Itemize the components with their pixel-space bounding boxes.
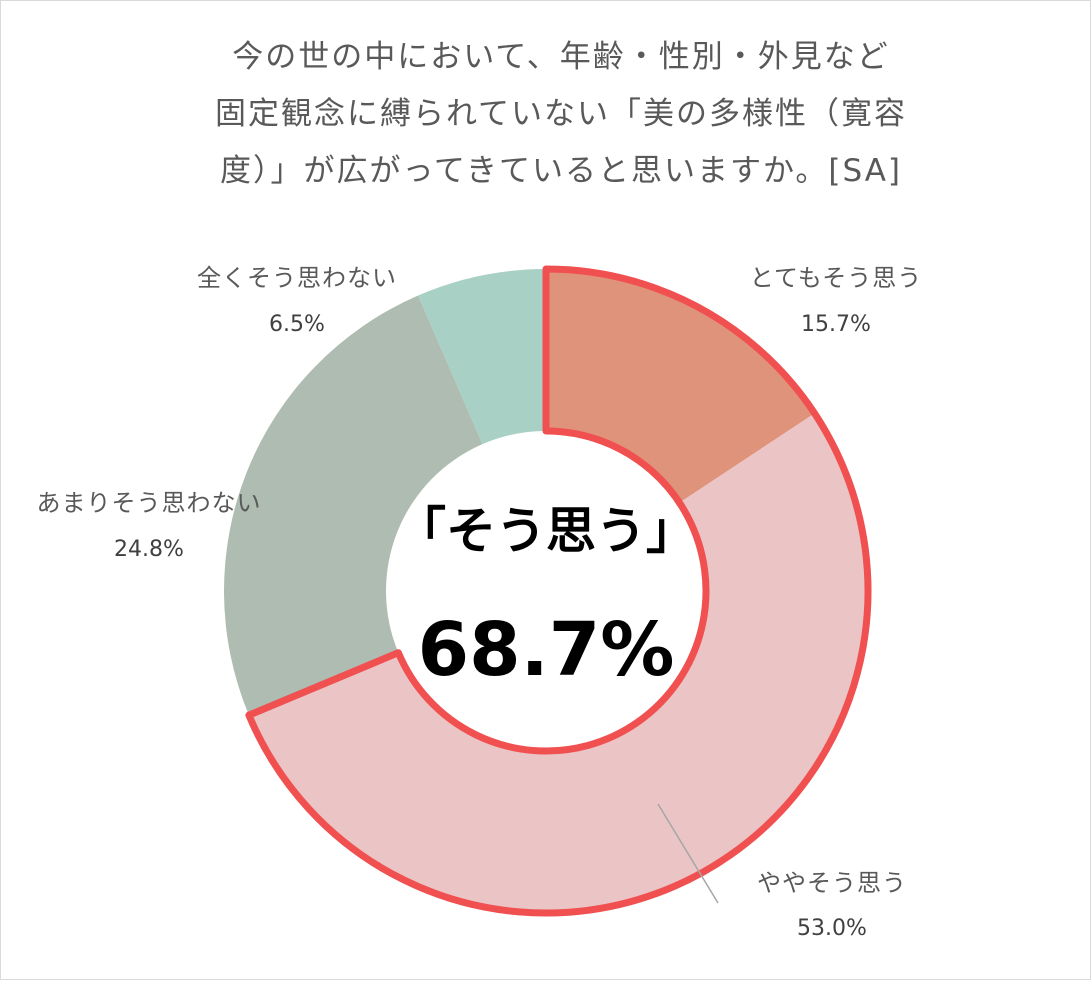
slice-value-label: 15.7% <box>801 312 871 337</box>
slice-value-label: 6.5% <box>269 312 325 337</box>
donut-slice <box>248 413 869 914</box>
leader-line <box>657 803 719 904</box>
center-value: 68.7% <box>418 607 675 693</box>
donut-slice <box>223 295 483 716</box>
slice-value-label: 24.8% <box>114 537 184 562</box>
slice-label: ややそう思う <box>757 869 907 897</box>
donut-slice <box>418 269 546 445</box>
chart-title-line: 固定観念に縛られていない「美の多様性（寛容 <box>214 96 908 132</box>
slice-label: 全くそう思わない <box>197 264 397 292</box>
slice-value-label: 53.0% <box>797 916 867 941</box>
center-label: 「そう思う」 <box>396 502 696 560</box>
chart-title-line: 度）」が広がってきていると思いますか。[SA] <box>219 153 903 189</box>
chart-title-line: 今の世の中において、年齢・性別・外見など <box>232 39 890 75</box>
highlight-outline <box>245 265 872 917</box>
slice-labels: とてもそう思う 15.7% ややそう思う 53.0% あまりそう思わない 24.8% 全くそ… <box>37 264 923 941</box>
slice-label: あまりそう思わない <box>37 489 262 517</box>
chart-title: 今の世の中において、年齢・性別・外見など 固定観念に縛られていない「美の多様性（… <box>61 29 1061 200</box>
slice-label: とてもそう思う <box>750 264 923 292</box>
